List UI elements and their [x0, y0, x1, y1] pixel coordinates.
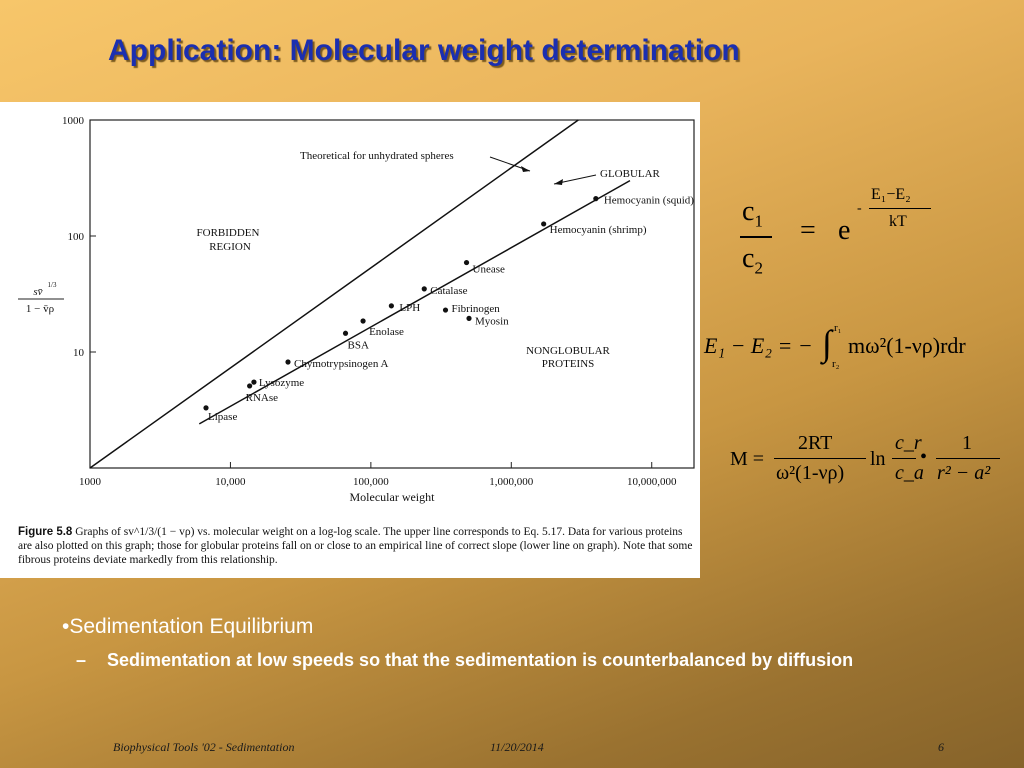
bullet-main: •Sedimentation Equilibrium — [62, 615, 314, 638]
eq3-n3: 1 — [962, 432, 972, 454]
eq3-bar1 — [774, 458, 866, 459]
eq3-bar2 — [892, 458, 916, 459]
figure-panel: 1000 10,000 100,000 1,000,000 10,000,000 10 10… — [0, 102, 700, 578]
data-point — [247, 383, 253, 389]
x-tick-label: 10,000,000 — [627, 476, 677, 488]
x-tick-label: 1,000,000 — [489, 476, 534, 488]
data-point — [463, 259, 470, 266]
label-region: REGION — [209, 241, 251, 253]
caption-label: Figure 5.8 — [18, 526, 73, 538]
footer-page-number: 6 — [938, 740, 944, 754]
data-point-label: Enolase — [369, 326, 404, 338]
annotation-theoretical-arrowhead — [521, 166, 530, 172]
eq3-ln: ln — [870, 448, 886, 470]
data-point — [541, 221, 547, 227]
data-point-label: Fibrinogen — [451, 303, 500, 315]
annotation-globular: GLOBULAR — [600, 168, 661, 180]
eq3-bar3 — [936, 458, 1000, 459]
bullet-sub: – Sedimentation at low speeds so that th… — [62, 647, 982, 674]
y-axis-label-numerator: sv̄ — [33, 286, 42, 298]
eq2-rhs: mω²(1-νρ)rdr — [848, 333, 966, 358]
label-nonglobular: NONGLOBULAR — [526, 345, 610, 357]
plot-frame — [89, 119, 695, 469]
label-proteins: PROTEINS — [542, 358, 595, 370]
eq1-denominator: c2 — [742, 243, 763, 278]
figure-caption: Figure 5.8 Graphs of sv^1/3/(1 − vρ) vs.… — [18, 525, 698, 567]
eq2-int-bot: r₂ — [832, 358, 840, 370]
data-point — [360, 318, 366, 324]
bullet-sub-marker: – — [76, 650, 87, 670]
integral-sign: ∫ — [822, 323, 832, 363]
eq3-lhs: M = — [730, 448, 765, 470]
eq1-exp-den: kT — [889, 213, 907, 230]
bullet-sub-text: Sedimentation at low speeds so that the … — [107, 650, 854, 670]
annotation-theoretical: Theoretical for unhydrated spheres — [300, 150, 454, 162]
data-point-label: Hemocyanin (shrimp) — [550, 224, 647, 236]
eq1-minus: - — [857, 201, 862, 216]
data-point-label: Hemocyanin (squid) — [604, 195, 694, 207]
eq3-d3: r² − a² — [937, 462, 991, 484]
data-point-label: Myosin — [475, 315, 509, 327]
footer-date: 11/20/2014 — [490, 740, 544, 754]
caption-text: Graphs of sv^1/3/(1 − vρ) vs. molecular … — [18, 526, 693, 566]
eq1-exp-bar — [869, 208, 931, 209]
data-point — [593, 196, 599, 202]
data-point-label: BSA — [348, 339, 369, 351]
data-point-label: Unease — [473, 264, 505, 276]
y-axis-label-exponent: 1/3 — [48, 281, 57, 289]
x-axis-label: Molecular weight — [350, 490, 436, 504]
x-tick-label: 10,000 — [215, 476, 246, 488]
eq2-lhs: E₁ − E₂ = − — [704, 333, 813, 358]
data-point — [442, 307, 449, 313]
data-point-label: Chymotrypsinogen A — [294, 358, 388, 370]
data-point-label: RNAse — [246, 392, 279, 404]
eq1-numerator: c1 — [742, 196, 763, 231]
eq3-n2: c_r — [895, 432, 922, 454]
eq1-equals: = — [800, 215, 816, 246]
globular-line — [198, 180, 631, 425]
data-point — [251, 379, 257, 385]
footer-left: Biophysical Tools '02 - Sedimentation — [113, 740, 295, 754]
data-point-label: Catalase — [430, 285, 467, 297]
data-point — [388, 303, 394, 309]
y-tick-label: 100 — [68, 231, 85, 243]
eq1-fraction-bar — [740, 236, 772, 238]
y-tick-label: 10 — [73, 347, 85, 359]
data-point — [285, 359, 291, 365]
data-point — [421, 286, 427, 292]
y-axis-label-denominator: 1 − v̄ρ — [26, 303, 55, 315]
bullet-list: •Sedimentation Equilibrium – Sedimentati… — [62, 615, 982, 674]
x-tick-label: 1000 — [79, 476, 102, 488]
data-point-label: LPH — [399, 302, 420, 314]
data-point — [203, 405, 209, 411]
chart-svg: 1000 10,000 100,000 1,000,000 10,000,000 10 10… — [18, 115, 695, 504]
theoretical-line — [89, 119, 579, 469]
eq3-d2: c_a — [895, 462, 924, 484]
label-forbidden: FORBIDDEN — [197, 227, 260, 239]
eq1-exp-num: E₁−E₂ — [871, 186, 911, 203]
x-tick-label: 100,000 — [353, 476, 389, 488]
eq3-n1: 2RT — [798, 432, 833, 454]
data-point — [342, 330, 349, 336]
slide-title: Application: Molecular weight determinat… — [108, 34, 740, 67]
annotation-globular-arrowhead — [554, 179, 563, 185]
data-point-label: Lysozyme — [259, 377, 304, 389]
eq3-d1: ω²(1-νρ) — [776, 462, 845, 484]
data-point — [466, 315, 472, 321]
data-point-label: Lipase — [208, 411, 237, 423]
eq2-int-top: r₁ — [834, 322, 842, 334]
y-tick-label: 1000 — [62, 115, 85, 127]
eq1-e: e — [838, 215, 851, 246]
eq3-dot: • — [920, 446, 928, 468]
